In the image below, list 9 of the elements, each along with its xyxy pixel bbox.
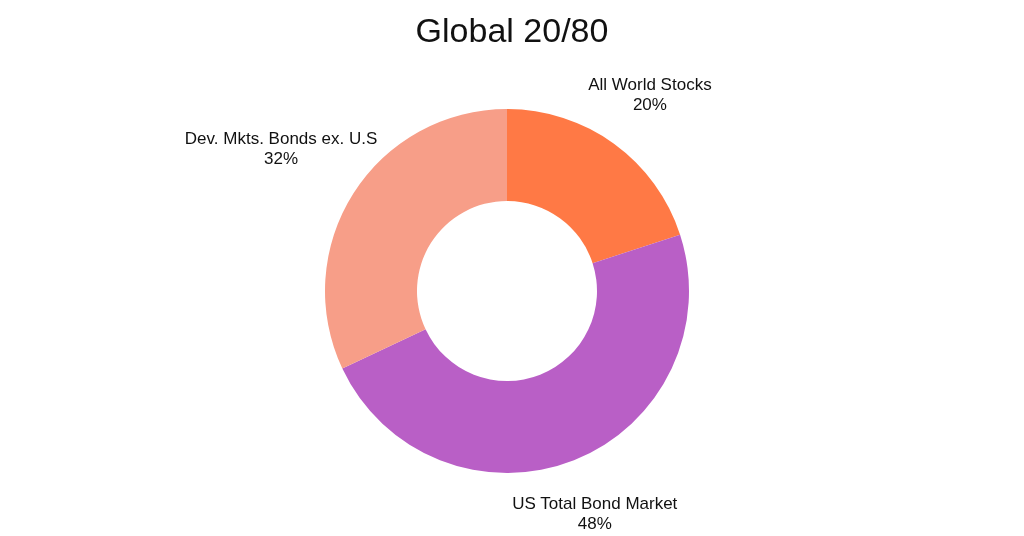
chart-title: Global 20/80 [414, 10, 610, 50]
data-label: 32% [264, 148, 299, 168]
donut-slice [342, 234, 689, 473]
data-label: 48% [577, 513, 612, 533]
slice-label: Dev. Mkts. Bonds ex. U.S [184, 128, 378, 148]
data-label: 20% [632, 94, 667, 114]
slice-label: US Total Bond Market [512, 493, 678, 513]
donut-slice [507, 109, 681, 264]
slice-label: All World Stocks [588, 74, 712, 94]
